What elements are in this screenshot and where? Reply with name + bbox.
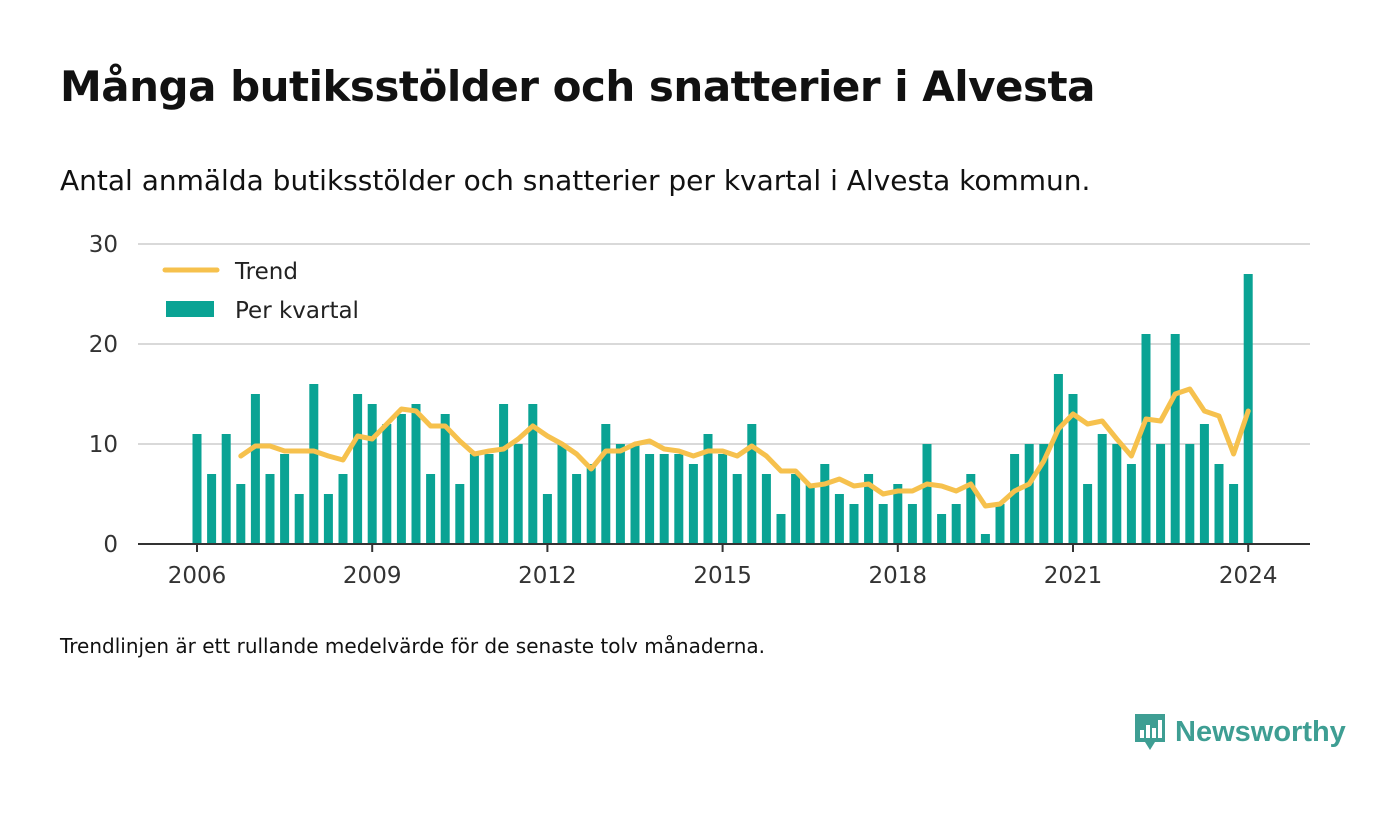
bar [1141, 334, 1151, 544]
bar [542, 494, 552, 544]
bar [805, 484, 815, 544]
bar [265, 474, 275, 544]
bar [1185, 444, 1195, 544]
bar [1010, 454, 1020, 544]
bar [966, 474, 976, 544]
bar [572, 474, 582, 544]
bar [236, 484, 246, 544]
bar [864, 474, 874, 544]
bar [834, 494, 844, 544]
bar [776, 514, 786, 544]
bar [893, 484, 903, 544]
bar [221, 434, 231, 544]
bar [1156, 444, 1166, 544]
bar [1097, 434, 1107, 544]
bar [426, 474, 436, 544]
bar [951, 504, 961, 544]
bar [294, 494, 304, 544]
bar [1112, 444, 1122, 544]
x-tick-label: 2021 [1044, 563, 1103, 589]
bar [499, 404, 509, 544]
bar-series [192, 274, 1253, 544]
x-tick-label: 2018 [869, 563, 928, 589]
bar [250, 394, 260, 544]
bar [645, 454, 655, 544]
bar [1068, 394, 1078, 544]
bar [207, 474, 217, 544]
bar [557, 444, 567, 544]
y-axis: 0 10 20 30 [89, 232, 118, 558]
bar [382, 424, 392, 544]
bar [309, 384, 319, 544]
bar [1039, 444, 1049, 544]
bar [615, 444, 625, 544]
chart-title: Många butiksstölder och snatterier i Alv… [60, 62, 1095, 111]
bar [791, 474, 801, 544]
bar [995, 504, 1005, 544]
bar [586, 464, 596, 544]
trend-line [238, 386, 1251, 509]
bar [747, 424, 757, 544]
bar [878, 504, 888, 544]
bar [353, 394, 363, 544]
x-tick-label: 2015 [693, 563, 752, 589]
y-tick-label: 30 [89, 232, 118, 258]
newsworthy-logo-icon [1135, 714, 1165, 750]
footnote: Trendlinjen är ett rullande medelvärde f… [60, 634, 766, 658]
bar [732, 474, 742, 544]
bar [192, 434, 202, 544]
bar [440, 414, 450, 544]
legend-bar-swatch [166, 301, 214, 317]
bar [1053, 374, 1063, 544]
bar [761, 474, 771, 544]
x-axis: 2006 2009 2012 2015 2018 2021 2024 [168, 544, 1278, 589]
bar [907, 504, 917, 544]
legend-bar-label: Per kvartal [235, 298, 359, 324]
bar [1229, 484, 1239, 544]
bar [367, 404, 377, 544]
bar [601, 424, 611, 544]
bar [1170, 334, 1180, 544]
bar [688, 464, 698, 544]
bar [396, 414, 406, 544]
newsworthy-logo-text: Newsworthy [1175, 715, 1346, 748]
bar [659, 454, 669, 544]
x-tick-label: 2024 [1219, 563, 1278, 589]
legend-trend-label: Trend [234, 259, 298, 285]
bar [703, 434, 713, 544]
bar [980, 534, 990, 544]
bar [484, 454, 494, 544]
bar [323, 494, 333, 544]
bar [718, 454, 728, 544]
bar [937, 514, 947, 544]
bar [1199, 424, 1209, 544]
bar [922, 444, 932, 544]
bar [455, 484, 465, 544]
bar [1214, 464, 1224, 544]
bar [1083, 484, 1093, 544]
bar [280, 454, 290, 544]
newsworthy-logo[interactable]: Newsworthy [1133, 712, 1346, 752]
bar [674, 454, 684, 544]
bar [469, 454, 479, 544]
y-tick-label: 20 [89, 332, 118, 358]
bar [849, 504, 859, 544]
bar [630, 444, 640, 544]
bar [820, 464, 830, 544]
bar [513, 444, 523, 544]
x-tick-label: 2012 [518, 563, 577, 589]
bar [528, 404, 538, 544]
bar [411, 404, 421, 544]
bar [1024, 444, 1034, 544]
bar [1126, 464, 1136, 544]
x-tick-label: 2009 [343, 563, 402, 589]
y-tick-label: 0 [103, 532, 118, 558]
x-tick-label: 2006 [168, 563, 227, 589]
y-tick-label: 10 [89, 432, 118, 458]
legend: Trend Per kvartal [162, 259, 359, 324]
bar [338, 474, 348, 544]
chart-subtitle: Antal anmälda butiksstölder och snatteri… [60, 164, 1091, 197]
